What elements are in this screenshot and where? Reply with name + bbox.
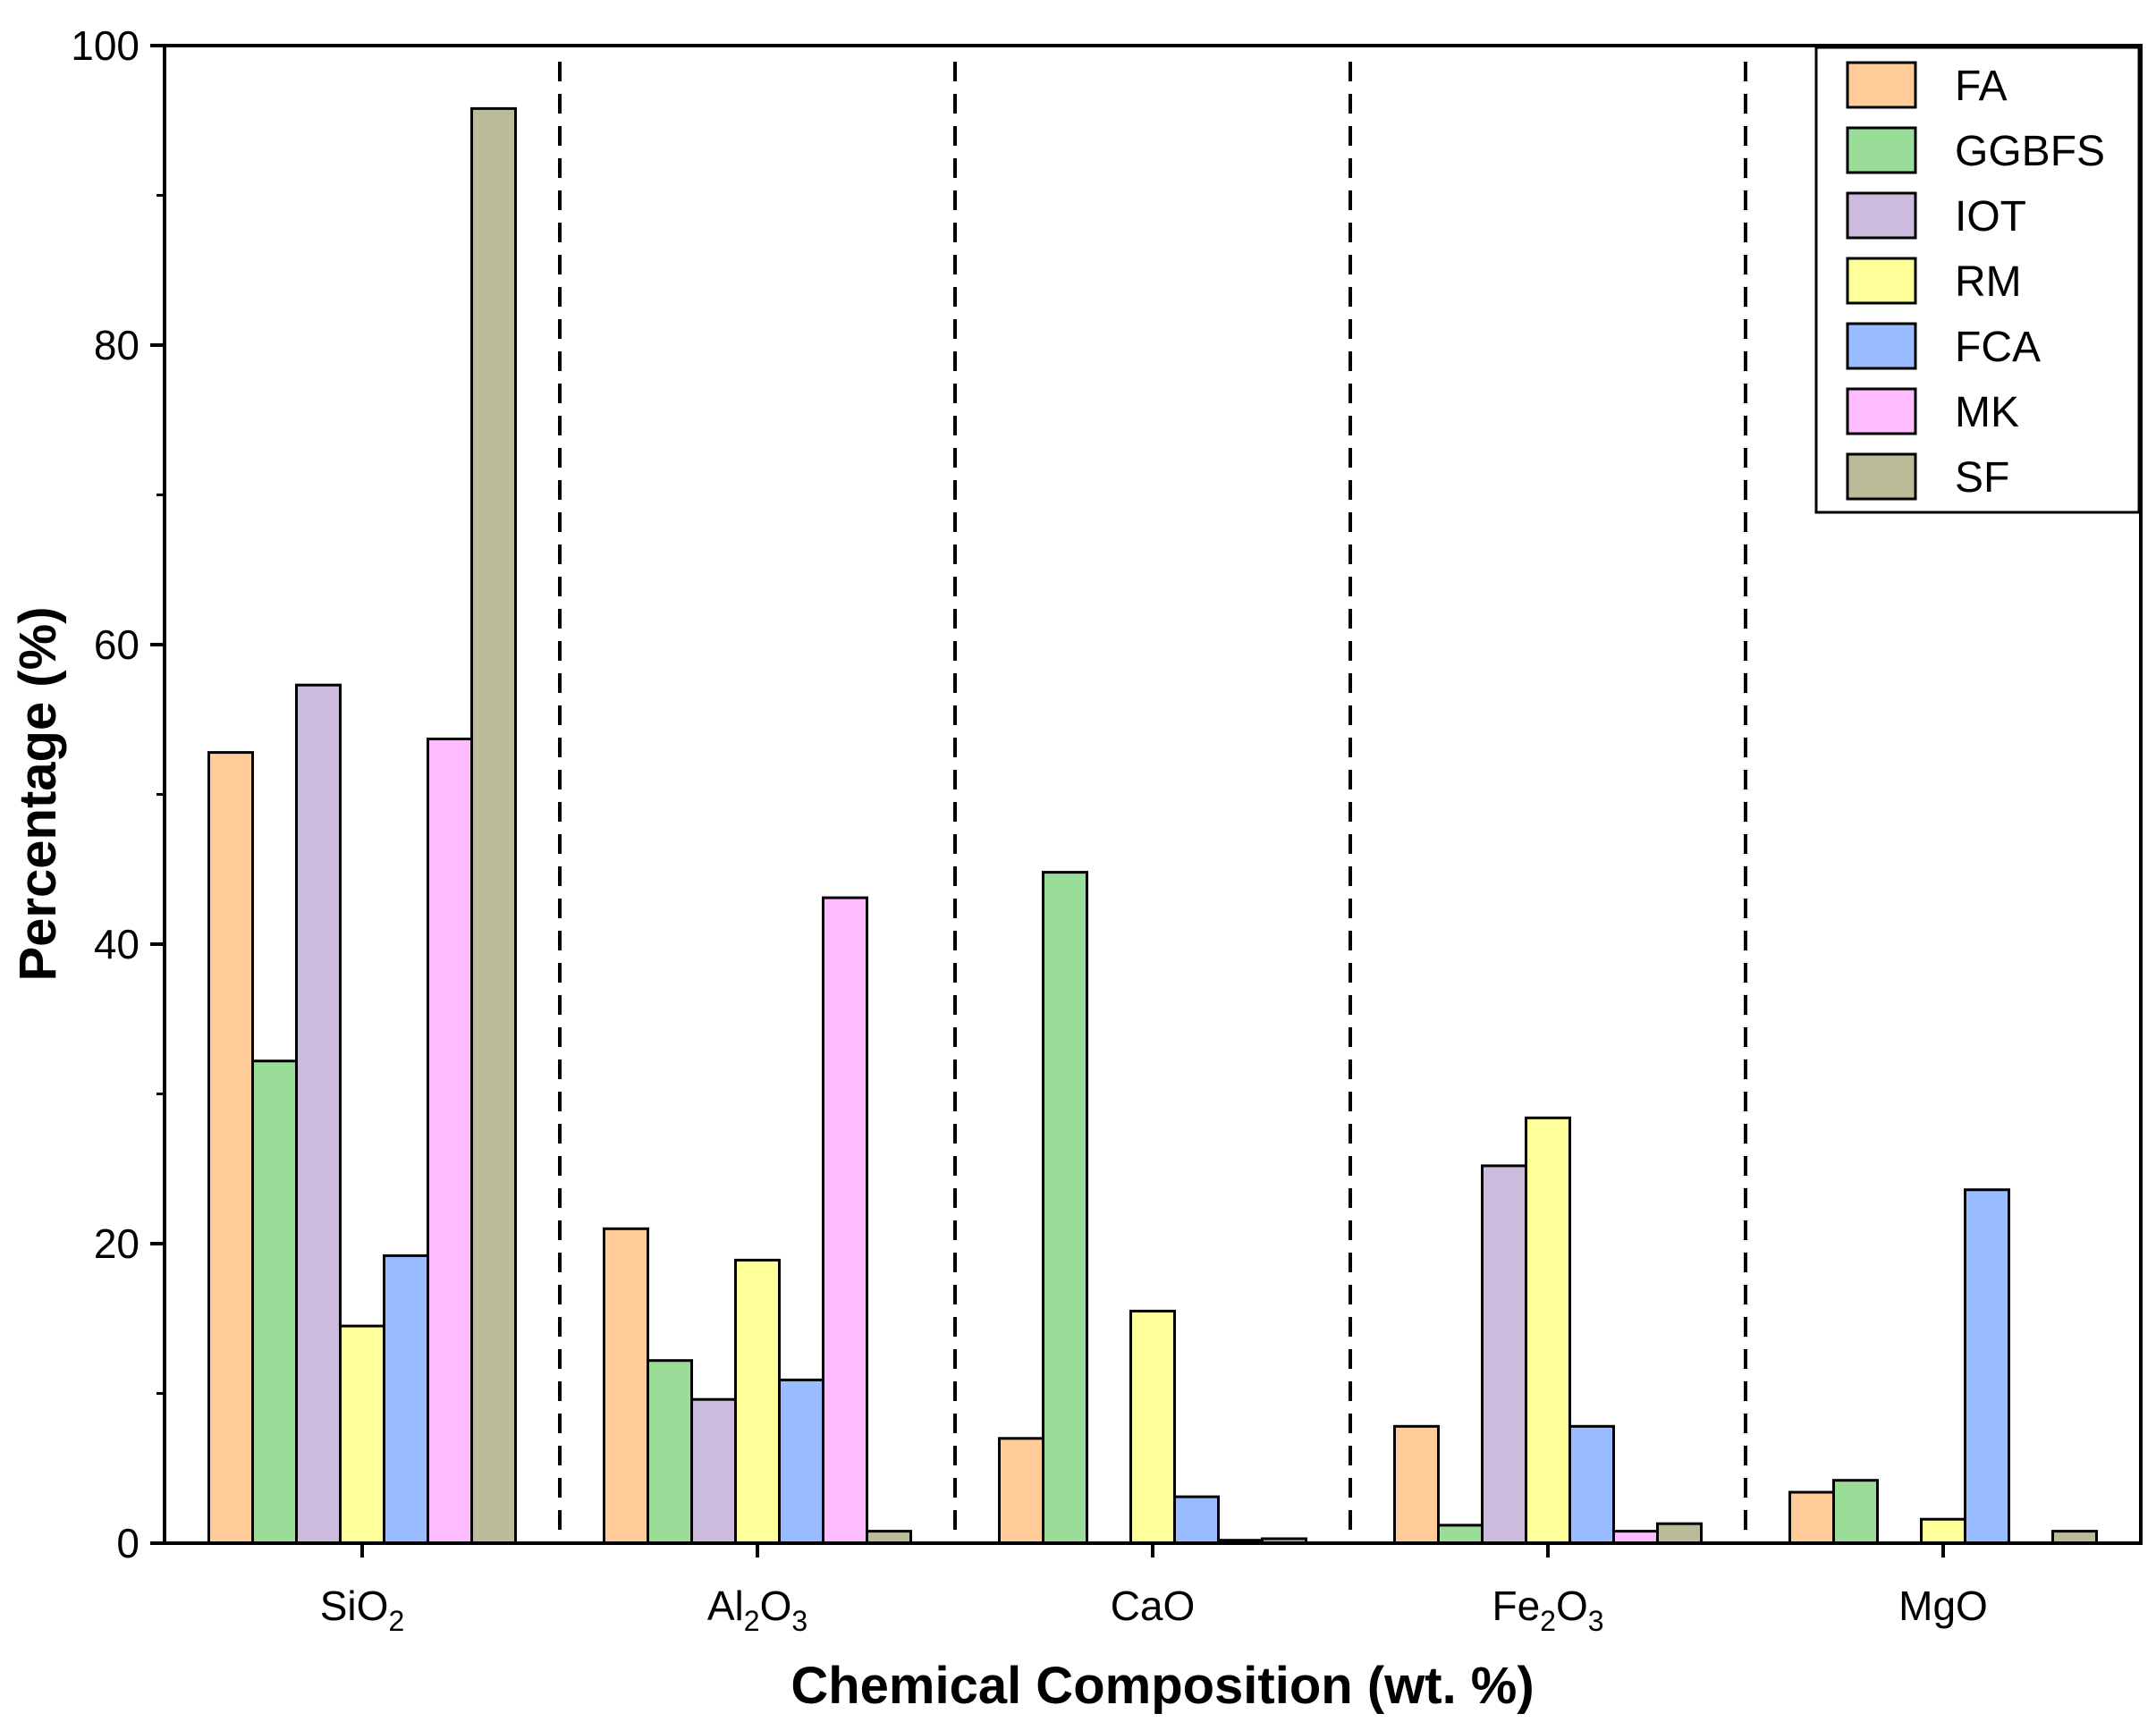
legend-label-rm: RM [1955,258,2022,306]
legend-label-fa: FA [1955,63,2008,110]
bar-mk-fe2o3 [1612,1530,1659,1545]
bar-sf-fe2o3 [1656,1522,1703,1545]
legend-label-sf: SF [1955,454,2009,502]
category-separators [558,62,1747,1543]
x-tick-label-sio2: SiO2 [320,1583,404,1637]
legend-swatch-mk [1846,387,1917,435]
y-tick-label-40: 40 [94,921,140,967]
bar-sf-al2o3 [866,1530,912,1545]
y-tick-label-60: 60 [94,621,140,668]
x-tick-label-cao: CaO [1111,1583,1196,1629]
y-axis-title: Percentage (%) [9,606,67,981]
x-axis-title: Chemical Composition (wt. %) [791,1657,1534,1715]
y-tick-label-20: 20 [94,1220,140,1267]
legend-label-iot: IOT [1955,193,2026,241]
legend-swatch-rm [1846,257,1917,305]
bar-fca-sio2 [383,1254,429,1545]
x-tick-label-fe2o3: Fe2O3 [1492,1583,1603,1637]
legend-swatch-ggbfs [1846,126,1917,174]
legend-label-ggbfs: GGBFS [1955,128,2105,175]
bar-sf-sio2 [470,106,517,1545]
x-tick-label-mgo: MgO [1898,1583,1988,1629]
bar-ggbfs-al2o3 [647,1359,693,1545]
bar-mk-sio2 [427,738,473,1545]
bar-fca-mgo [1964,1188,2010,1545]
legend: FA GGBFS IOT RM FCA MK SF [1814,46,2141,514]
y-tick-label-80: 80 [94,322,140,368]
bar-rm-sio2 [339,1324,385,1545]
bar-iot-sio2 [295,683,342,1545]
legend-swatch-fa [1846,61,1917,109]
bar-fca-fe2o3 [1568,1424,1615,1545]
x-tick-label-al2o3: Al2O3 [707,1583,807,1637]
bar-sf-mgo [2051,1530,2098,1545]
bar-ggbfs-fe2o3 [1437,1524,1484,1545]
bar-fa-mgo [1788,1490,1835,1545]
x-axis: SiO2 Al2O3 CaO Fe2O3 MgO [320,1543,1988,1637]
bar-rm-al2o3 [734,1258,781,1545]
bar-ggbfs-cao [1042,871,1088,1545]
bar-fa-fe2o3 [1393,1424,1440,1545]
y-tick-label-100: 100 [71,22,140,69]
bar-fa-cao [998,1437,1044,1545]
legend-label-fca: FCA [1955,324,2041,371]
legend-label-mk: MK [1955,389,2019,436]
bar-fca-al2o3 [778,1378,824,1545]
bar-rm-fe2o3 [1525,1116,1571,1545]
y-tick-label-0: 0 [116,1520,140,1566]
legend-swatch-fca [1846,322,1917,370]
bar-fca-cao [1173,1495,1220,1545]
bar-iot-al2o3 [690,1397,737,1545]
bar-fa-al2o3 [603,1227,649,1545]
bars-group [207,106,2098,1545]
legend-swatch-sf [1846,452,1917,501]
bar-rm-cao [1129,1309,1176,1545]
y-axis: 0 20 40 60 80 100 [71,22,165,1566]
bar-ggbfs-mgo [1832,1479,1879,1545]
bar-ggbfs-sio2 [251,1059,298,1545]
bar-mk-al2o3 [822,896,868,1545]
bar-fa-sio2 [207,751,254,1545]
bar-iot-fe2o3 [1481,1164,1527,1545]
bar-rm-mgo [1920,1517,1966,1545]
legend-swatch-iot [1846,191,1917,240]
